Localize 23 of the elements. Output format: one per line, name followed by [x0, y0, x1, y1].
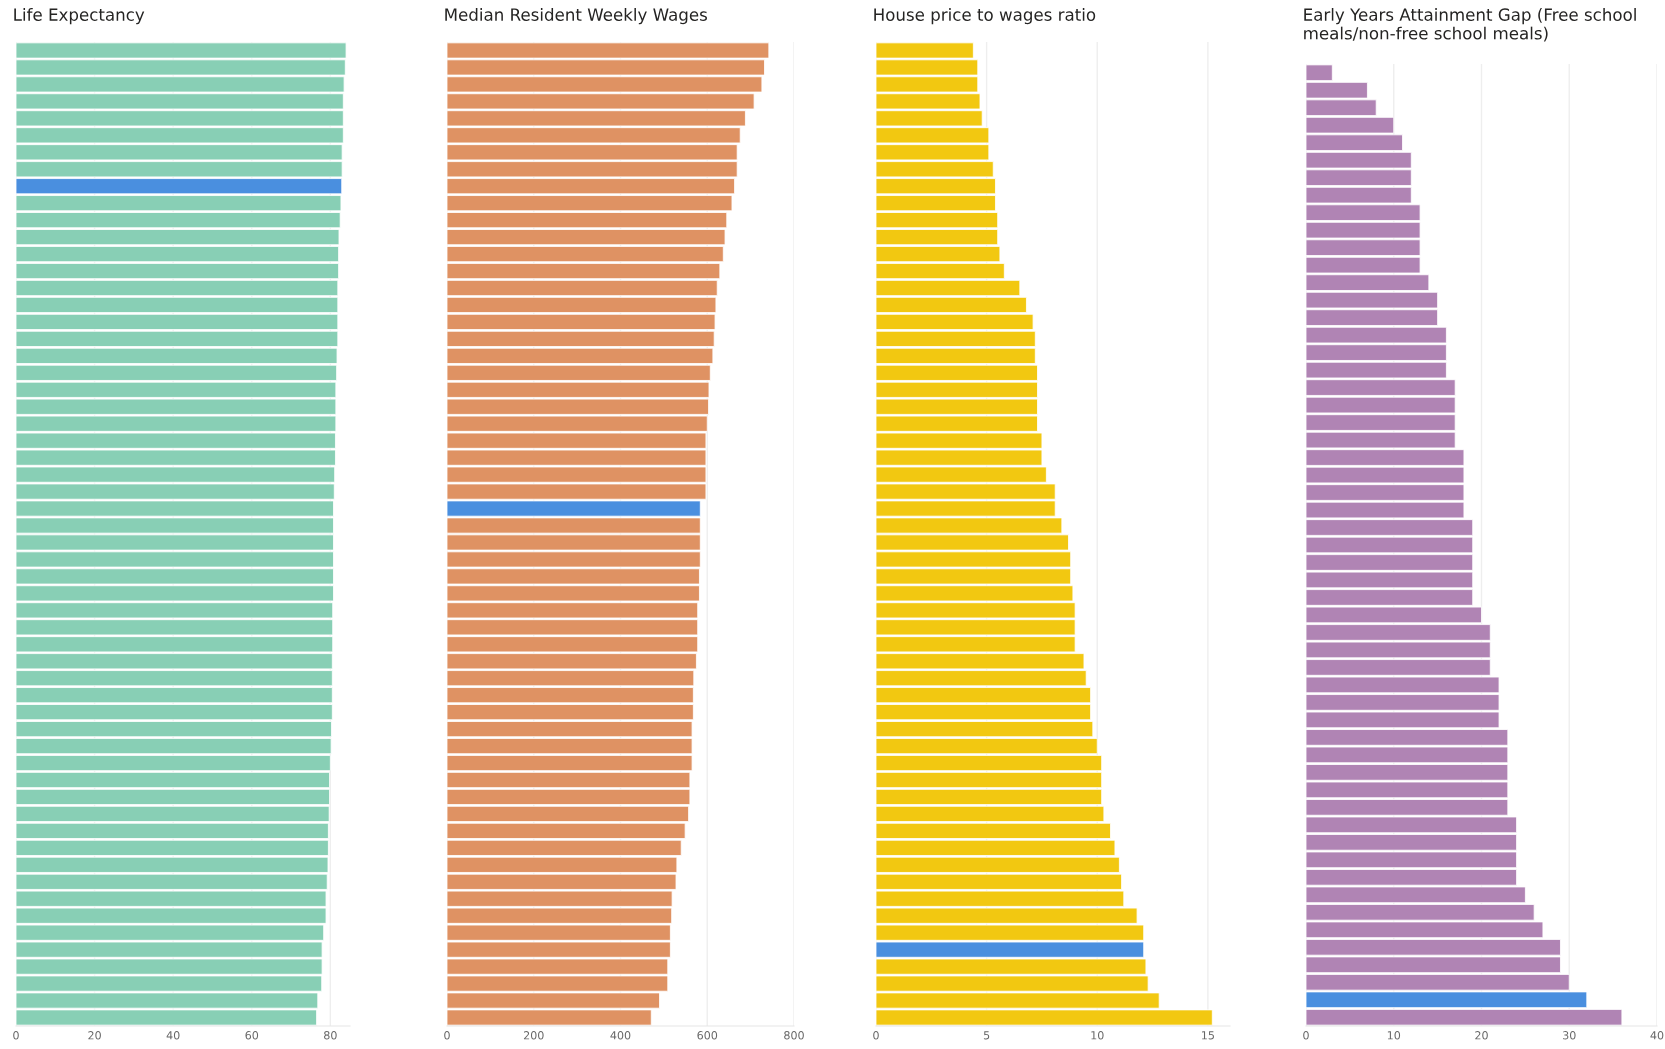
x-tick-label: 60 [245, 1031, 259, 1040]
x-tick-label: 20 [88, 1031, 101, 1040]
x-tick-label: 0 [444, 1031, 450, 1040]
x-tick-label: 0 [13, 1031, 19, 1040]
chart-title: Median Resident Weekly Wages [445, 8, 707, 25]
x-tick-label: 10 [1091, 1031, 1104, 1040]
x-tick-label: 0 [1303, 1031, 1309, 1040]
chart-title: Early Years Attainment Gap (Free school meals/non-free school meals) [1304, 8, 1636, 42]
x-tick-label: 40 [166, 1031, 180, 1040]
x-tick-label: 40 [1650, 1031, 1664, 1040]
x-tick-label: 15 [1202, 1031, 1214, 1040]
x-tick-label: 10 [1387, 1031, 1401, 1040]
x-tick-label: 5 [983, 1031, 990, 1040]
x-tick-label: 30 [1563, 1031, 1576, 1040]
chart-title: Life Expectancy [14, 8, 145, 25]
x-tick-label: 600 [697, 1031, 718, 1040]
x-tick-label: 200 [523, 1031, 544, 1040]
x-tick-label: 20 [1475, 1031, 1488, 1040]
x-tick-label: 800 [784, 1031, 804, 1040]
x-tick-label: 80 [324, 1031, 337, 1040]
x-tick-label: 0 [873, 1031, 879, 1040]
chart-title: House price to wages ratio [874, 8, 1096, 25]
x-tick-label: 400 [610, 1031, 631, 1040]
